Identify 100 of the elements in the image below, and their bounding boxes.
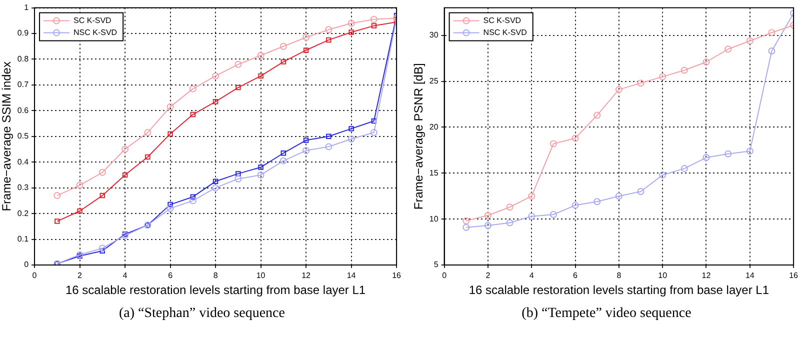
point (236, 171, 241, 176)
point (506, 204, 514, 211)
point (302, 147, 310, 154)
x-tick-label: 8 (213, 271, 218, 280)
point (98, 168, 106, 176)
y-axis-title: Frame−average PSNR [dB] (412, 63, 426, 210)
y-tick-label: 0.8 (17, 54, 30, 64)
point (77, 208, 82, 214)
point (234, 175, 242, 182)
x-tick-label: 4 (529, 271, 534, 280)
point (484, 212, 492, 219)
point (190, 112, 196, 118)
point (212, 99, 218, 104)
point (257, 171, 264, 178)
point (462, 224, 470, 231)
x-tick-label: 14 (745, 271, 755, 280)
y-tick-label: 0.7 (17, 80, 30, 90)
legend-label: NSC K-SVD (483, 28, 528, 38)
point (348, 20, 355, 27)
point (462, 217, 470, 224)
x-tick-label: 6 (168, 271, 174, 280)
point (724, 150, 732, 158)
y-tick-label: 1 (24, 3, 30, 12)
point (348, 135, 355, 142)
y-tick-label: 0.3 (17, 183, 30, 192)
point (98, 244, 106, 252)
point (325, 143, 332, 150)
legend-label: SC K-SVD (74, 16, 112, 26)
x-tick-label: 16 (789, 271, 799, 280)
y-tick-label: 0.9 (17, 28, 30, 38)
y-tick-label: 10 (429, 214, 439, 224)
point (54, 218, 60, 224)
text: (b) “Tempete” video sequence (520, 306, 692, 322)
point (370, 129, 378, 136)
y-tick-label: 30 (429, 30, 439, 40)
point (371, 23, 377, 28)
point (768, 29, 776, 36)
legend-label: NSC K-SVD (74, 28, 118, 38)
x-tick-label: 6 (573, 271, 578, 280)
point (189, 85, 196, 92)
point (280, 150, 286, 156)
y-axis-title: Frame−average SSIM index (0, 62, 14, 212)
point (326, 37, 332, 43)
y-tick-label: 0.1 (17, 234, 30, 244)
text: (a) “Stephan” video sequence (118, 306, 286, 322)
point (166, 103, 174, 110)
x-tick-label: 12 (302, 271, 312, 280)
y-tick-label: 0.2 (17, 208, 30, 218)
point (659, 171, 666, 178)
point (303, 138, 309, 143)
x-axis-title: 16 scalable restoration levels starting from base layer L1 (65, 283, 366, 298)
y-tick-label: 0.6 (17, 106, 30, 115)
point (280, 59, 286, 64)
point (572, 134, 579, 142)
point (166, 204, 174, 212)
point (189, 197, 196, 204)
y-tick-label: 15 (429, 168, 439, 178)
point (212, 178, 218, 184)
point (212, 184, 220, 192)
point (280, 157, 287, 164)
point (615, 192, 622, 200)
point (190, 194, 196, 200)
legend-label: SC K-SVD (483, 16, 522, 26)
point (303, 48, 309, 53)
point (746, 37, 754, 44)
point (528, 192, 536, 200)
y-tick-label: 5 (434, 260, 439, 270)
x-tick-label: 10 (658, 271, 668, 280)
point (54, 192, 61, 200)
y-tick-label: 25 (429, 76, 439, 86)
point (257, 52, 264, 59)
point (371, 118, 377, 124)
y-tick-label: 0 (24, 260, 30, 270)
x-tick-label: 12 (702, 271, 712, 280)
point (122, 146, 129, 153)
x-tick-label: 2 (486, 271, 491, 280)
y-tick-label: 0.5 (17, 132, 30, 141)
point (280, 42, 287, 50)
x-tick-label: 2 (78, 271, 83, 280)
point (680, 165, 688, 172)
point (258, 73, 264, 79)
point (680, 66, 688, 74)
y-tick-label: 20 (429, 122, 439, 132)
x-tick-label: 0 (442, 271, 448, 280)
point (100, 248, 106, 254)
point (550, 140, 557, 148)
point (212, 72, 220, 80)
point (550, 210, 557, 218)
point (302, 34, 310, 41)
point (100, 192, 106, 198)
x-tick-label: 8 (616, 271, 622, 280)
point (484, 222, 492, 229)
point (702, 58, 710, 66)
point (746, 148, 754, 155)
point (637, 80, 644, 87)
point (258, 164, 264, 170)
point (768, 47, 776, 54)
point (572, 202, 579, 209)
point (234, 60, 242, 68)
point (76, 182, 84, 189)
